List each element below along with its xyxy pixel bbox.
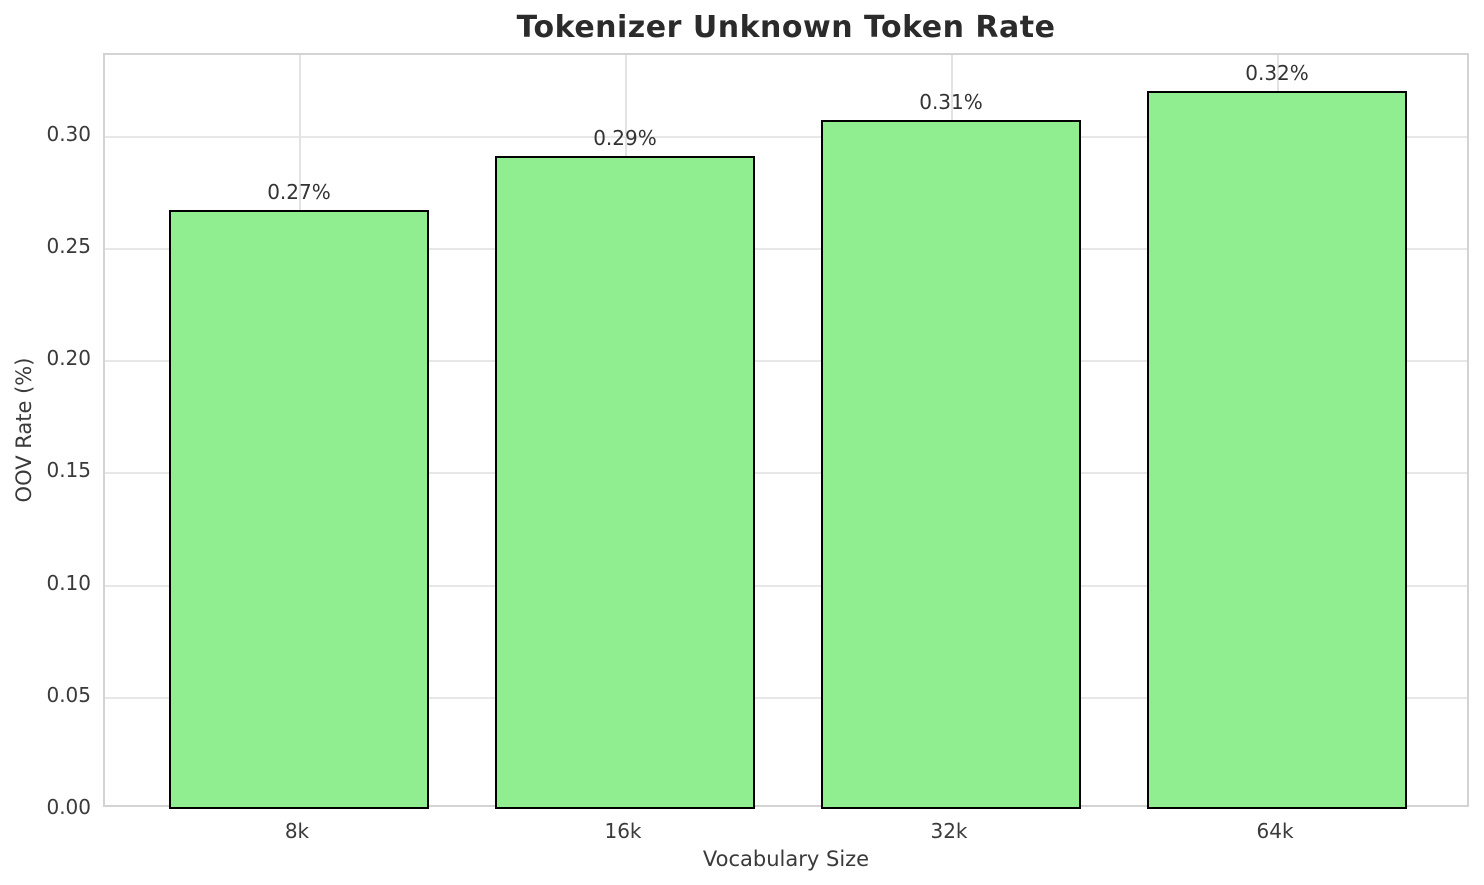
x-axis-label: Vocabulary Size xyxy=(702,847,870,871)
y-tick-label: 0.25 xyxy=(46,233,91,258)
x-tick-label: 8k xyxy=(284,819,310,843)
horizontal-gridline xyxy=(105,584,1467,587)
y-tick-label: 0.00 xyxy=(46,795,91,819)
y-tick-label: 0.05 xyxy=(46,682,91,707)
plot-area: 0.27% 0.29% 0.31% 0.32% xyxy=(103,53,1469,809)
horizontal-gridline xyxy=(105,696,1467,699)
bar-8k xyxy=(168,209,430,809)
y-tick-label: 0.20 xyxy=(46,346,91,371)
bar-32k xyxy=(820,120,1082,809)
bar-value-label: 0.32% xyxy=(1245,60,1309,85)
x-tick-label: 64k xyxy=(1256,819,1294,843)
x-tick-label: 32k xyxy=(930,819,968,843)
y-tick-label: 0.10 xyxy=(46,570,91,595)
bar-16k xyxy=(494,155,756,809)
bar-64k xyxy=(1146,90,1408,809)
chart-title: Tokenizer Unknown Token Rate xyxy=(516,10,1056,45)
bar-value-label: 0.31% xyxy=(919,90,983,115)
y-tick-label: 0.15 xyxy=(46,458,91,483)
bar-value-label: 0.27% xyxy=(267,179,331,204)
horizontal-gridline xyxy=(105,472,1467,475)
x-tick-label: 16k xyxy=(604,819,642,843)
horizontal-gridline xyxy=(105,247,1467,250)
horizontal-gridline xyxy=(105,135,1467,138)
bar-value-label: 0.29% xyxy=(593,125,657,150)
y-tick-label: 0.30 xyxy=(46,121,91,146)
horizontal-gridline xyxy=(105,360,1467,363)
